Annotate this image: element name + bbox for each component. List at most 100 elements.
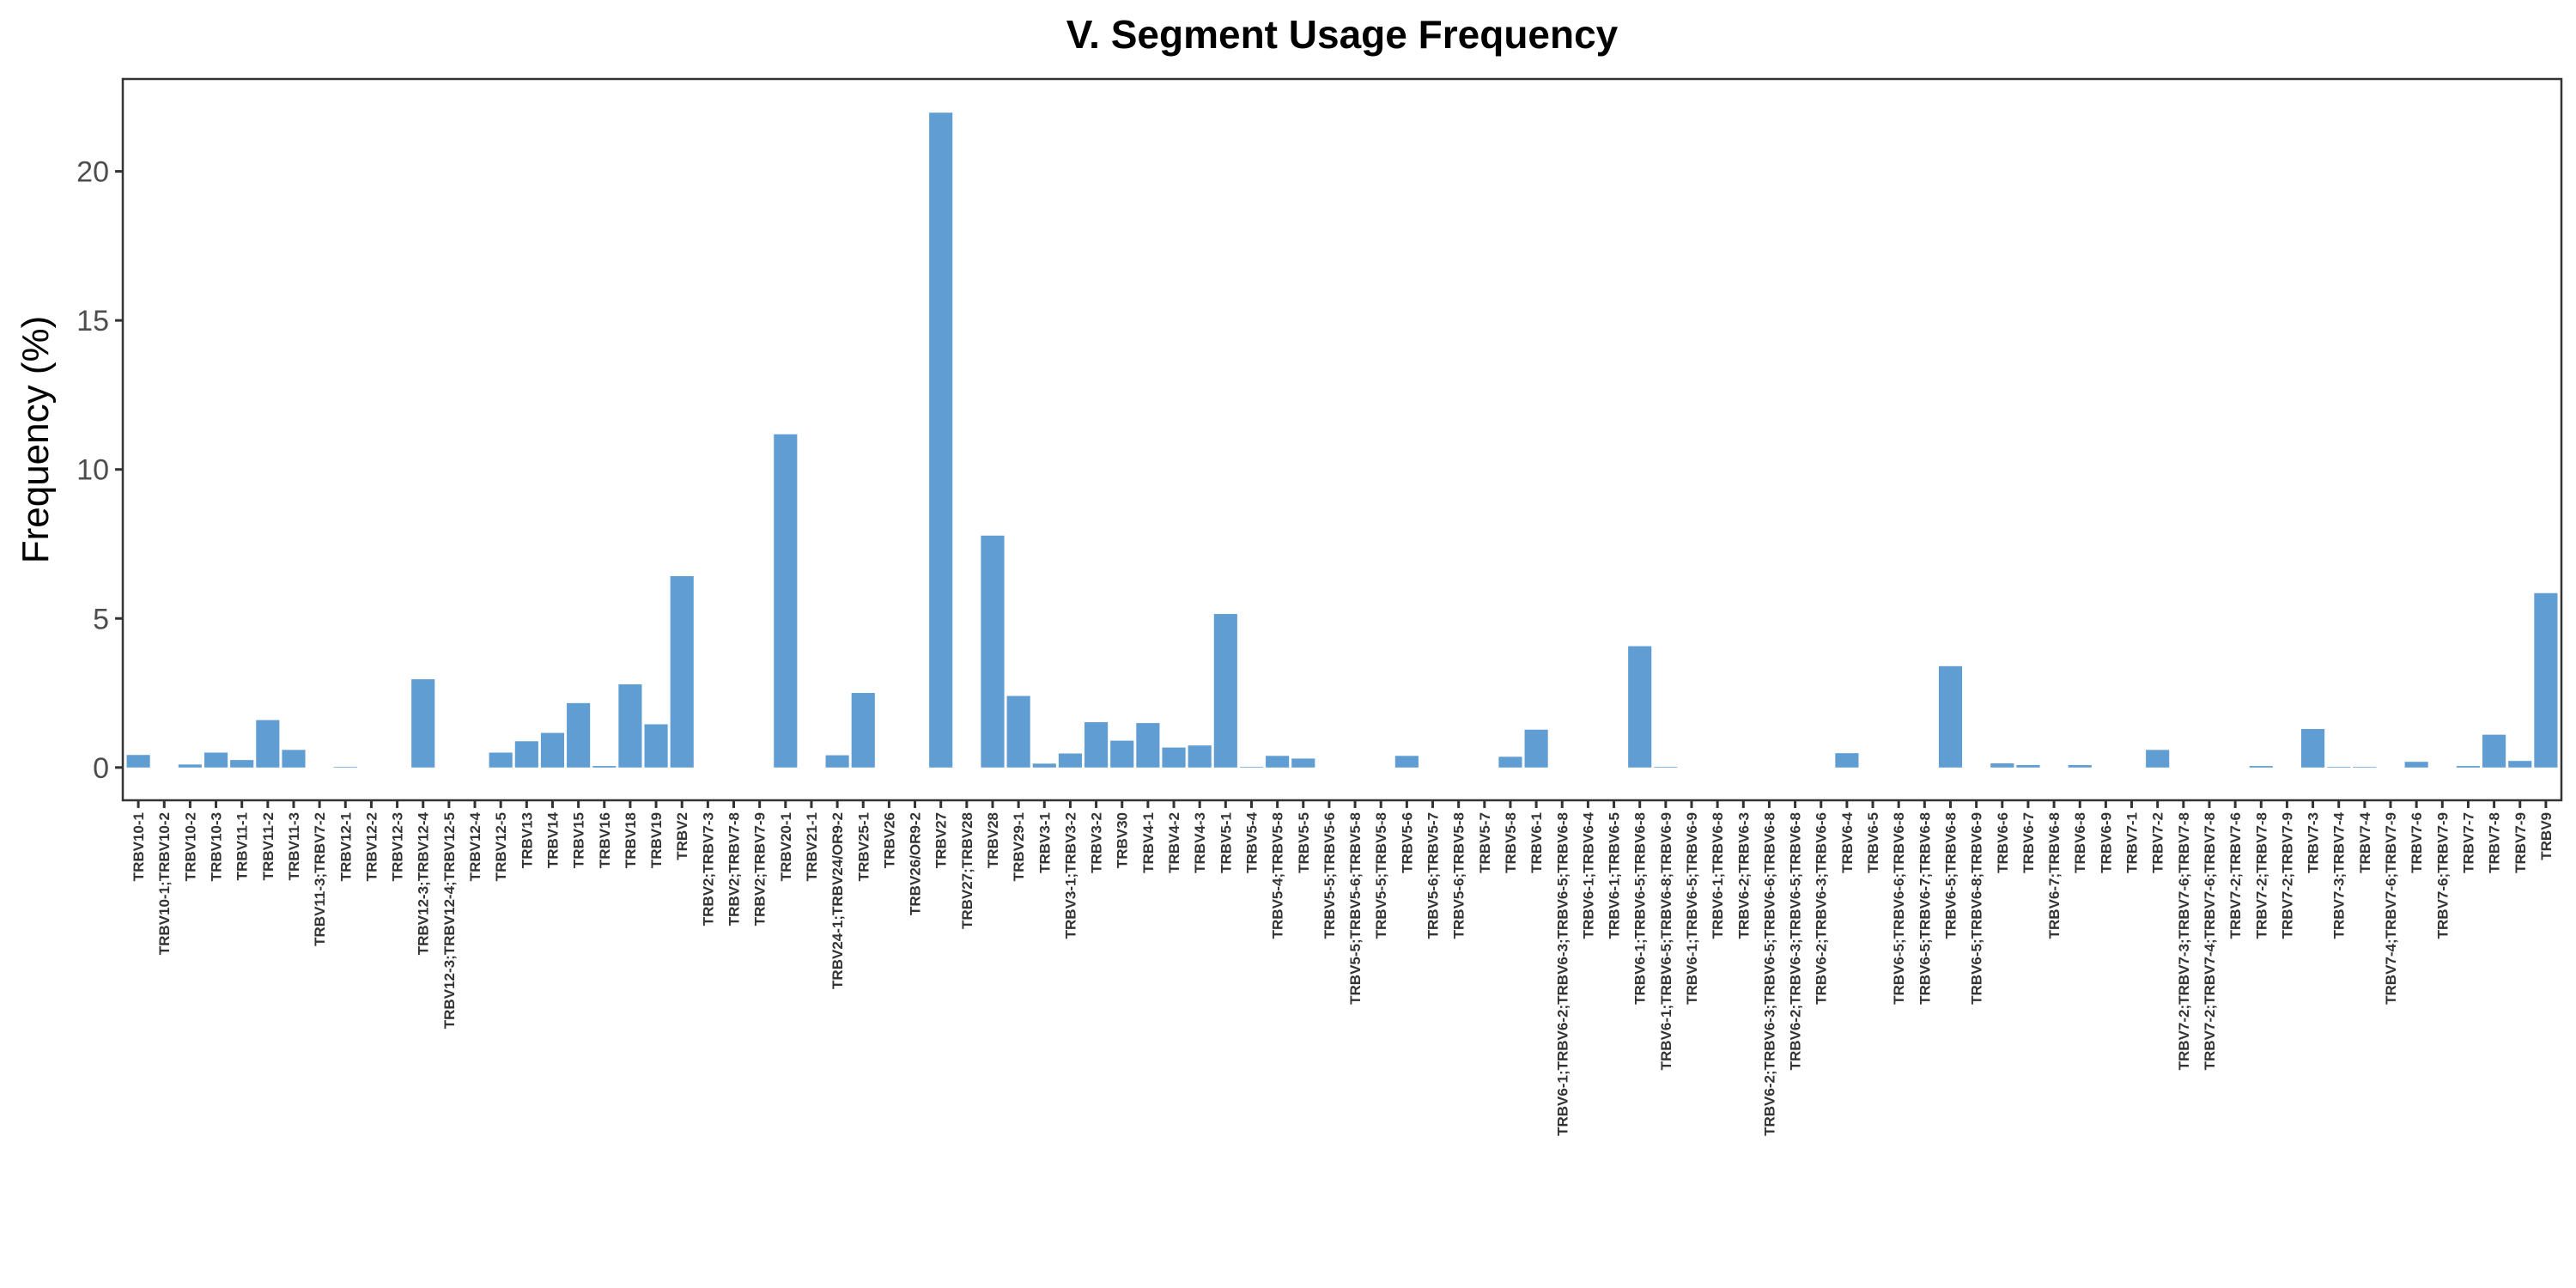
x-tick-label: TRBV14 xyxy=(544,811,561,868)
bar xyxy=(1291,758,1315,768)
x-tick-label: TRBV19 xyxy=(648,812,665,868)
x-tick-label: TRBV6-5;TRBV6-6;TRBV6-8 xyxy=(1891,812,1907,1005)
x-tick-label: TRBV6-1;TRBV6-2;TRBV6-3;TRBV6-5;TRBV6-8 xyxy=(1554,812,1571,1136)
bar xyxy=(2301,729,2325,768)
x-tick-label: TRBV2;TRBV7-9 xyxy=(752,812,769,926)
bar xyxy=(1990,762,2014,768)
x-tick-label: TRBV6-8 xyxy=(2072,812,2088,873)
x-tick-label: TRBV6-9 xyxy=(2098,812,2114,873)
x-tick-label: TRBV12-3;TRBV12-4;TRBV12-5 xyxy=(441,812,458,1029)
bar xyxy=(644,724,668,768)
x-tick-label: TRBV29-1 xyxy=(1011,812,1027,881)
x-tick-label: TRBV20-1 xyxy=(778,812,794,881)
bar xyxy=(825,755,849,768)
bar xyxy=(411,679,435,768)
x-tick-label: TRBV4-3 xyxy=(1192,812,1208,873)
x-tick-label: TRBV3-1;TRBV3-2 xyxy=(1062,812,1078,939)
x-tick-label: TRBV7-2;TRBV7-3;TRBV7-6;TRBV7-8 xyxy=(2176,812,2192,1070)
x-tick-label: TRBV7-2 xyxy=(2150,812,2166,873)
x-tick-label: TRBV7-2;TRBV7-9 xyxy=(2279,812,2295,939)
x-tick-label: TRBV25-1 xyxy=(855,812,872,881)
bar xyxy=(282,750,306,768)
x-tick-label: TRBV12-3;TRBV12-4 xyxy=(416,811,432,955)
bar xyxy=(2249,766,2273,768)
x-tick-label: TRBV6-4 xyxy=(1839,811,1856,872)
x-tick-label: TRBV26/OR9-2 xyxy=(908,812,924,915)
bar xyxy=(2353,767,2377,768)
bar xyxy=(1032,763,1056,768)
y-tick-label: 10 xyxy=(76,454,109,487)
x-tick-label: TRBV11-2 xyxy=(260,812,276,880)
bar xyxy=(2482,734,2506,768)
bar xyxy=(592,766,617,768)
bar xyxy=(2068,765,2092,768)
x-tick-label: TRBV5-5 xyxy=(1296,812,1312,873)
x-tick-label: TRBV12-2 xyxy=(363,812,380,881)
x-tick-label: TRBV2 xyxy=(674,812,690,860)
x-tick-label: TRBV7-3 xyxy=(2306,812,2322,873)
x-tick-label: TRBV7-1 xyxy=(2124,812,2141,873)
x-tick-label: TRBV28 xyxy=(985,812,1001,868)
x-tick-label: TRBV5-6;TRBV5-7 xyxy=(1425,812,1442,939)
x-tick-label: TRBV6-5 xyxy=(1865,812,1881,873)
bar xyxy=(256,720,280,768)
bar xyxy=(929,112,953,768)
x-tick-label: TRBV6-2;TRBV6-3;TRBV6-6 xyxy=(1814,812,1830,1005)
bar xyxy=(1110,740,1134,768)
x-tick-label: TRBV6-1;TRBV6-4 xyxy=(1580,811,1596,939)
bar xyxy=(1213,614,1237,768)
y-tick-label: 20 xyxy=(76,156,109,189)
x-tick-label: TRBV27;TRBV28 xyxy=(959,812,975,929)
bars-group xyxy=(126,112,2558,768)
x-tick-label: TRBV11-3;TRBV7-2 xyxy=(312,812,328,946)
x-tick-label: TRBV5-5;TRBV5-6;TRBV5-8 xyxy=(1347,812,1364,1005)
x-tick-label: TRBV5-1 xyxy=(1218,812,1234,873)
bar xyxy=(1628,646,1652,768)
bar xyxy=(1162,747,1186,768)
x-tick-label: TRBV5-4 xyxy=(1243,811,1260,872)
bar xyxy=(333,767,357,768)
x-tick-label: TRBV5-8 xyxy=(1503,812,1519,873)
x-tick-label: TRBV7-6 xyxy=(2409,812,2425,873)
x-tick-label: TRBV26 xyxy=(881,812,897,868)
bar xyxy=(1498,756,1522,768)
bar xyxy=(514,741,538,768)
bar xyxy=(230,760,254,768)
bar xyxy=(670,575,694,768)
x-tick-label: TRBV6-6 xyxy=(1995,812,2011,873)
x-tick-label: TRBV10-3 xyxy=(209,812,225,881)
x-tick-label: TRBV6-1;TRBV6-8 xyxy=(1710,812,1726,939)
x-tick-label: TRBV7-7 xyxy=(2460,812,2476,873)
x-tick-label: TRBV12-5 xyxy=(493,812,509,881)
x-tick-label: TRBV6-1;TRBV6-5;TRBV6-8 xyxy=(1632,812,1649,1005)
x-tick-label: TRBV10-1;TRBV10-2 xyxy=(156,812,173,955)
bar xyxy=(1394,756,1419,768)
bar xyxy=(981,535,1005,768)
x-tick-label: TRBV6-7;TRBV6-8 xyxy=(2046,812,2063,939)
bar xyxy=(2404,762,2428,768)
x-tick-label: TRBV9 xyxy=(2538,812,2555,860)
bar xyxy=(2327,767,2351,768)
x-tick-label: TRBV6-7 xyxy=(2020,812,2037,873)
bar xyxy=(2508,761,2532,768)
x-tick-label: TRBV21-1 xyxy=(804,812,820,881)
x-tick-label: TRBV5-5;TRBV5-6 xyxy=(1321,812,1338,939)
bar xyxy=(1835,753,1859,768)
x-tick-label: TRBV10-2 xyxy=(182,812,198,881)
bar xyxy=(1239,767,1264,768)
x-tick-label: TRBV12-3 xyxy=(390,812,406,881)
x-tick-label: TRBV24-1;TRBV24/OR9-2 xyxy=(829,812,846,989)
bar xyxy=(2016,765,2040,768)
x-tick-label: TRBV7-2;TRBV7-4;TRBV7-6;TRBV7-8 xyxy=(2202,812,2218,1070)
bar xyxy=(2534,592,2558,768)
x-tick-label: TRBV3-2 xyxy=(1089,812,1105,873)
x-tick-label: TRBV6-1 xyxy=(1528,812,1545,873)
x-tick-label: TRBV6-2;TRBV6-3 xyxy=(1735,812,1752,939)
x-tick-label: TRBV18 xyxy=(623,812,639,868)
y-axis: 0 5 10 15 20 xyxy=(76,156,123,785)
x-tick-label: TRBV27 xyxy=(933,812,950,868)
bar xyxy=(851,693,875,768)
bar xyxy=(178,764,202,768)
y-tick-label: 0 xyxy=(93,752,109,785)
chart-title: V. Segment Usage Frequency xyxy=(1066,12,1619,57)
